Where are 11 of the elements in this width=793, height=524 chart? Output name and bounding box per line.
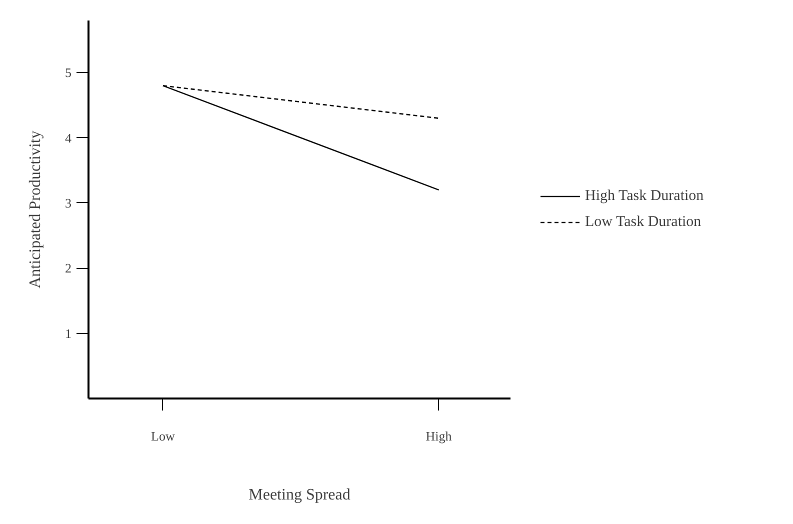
legend-label: High Task Duration xyxy=(585,188,704,204)
y-tick-label: 2 xyxy=(65,260,72,276)
y-tick-label: 1 xyxy=(65,326,72,341)
x-tick-label: High xyxy=(426,428,452,444)
y-tick-label: 4 xyxy=(65,130,72,146)
x-axis-title: Meeting Spread xyxy=(248,486,350,504)
y-tick-label: 5 xyxy=(65,65,72,80)
x-tick-label: Low xyxy=(151,428,176,444)
y-axis-title: Anticipated Productivity xyxy=(27,130,44,288)
legend-label: Low Task Duration xyxy=(585,214,702,230)
y-tick-label: 3 xyxy=(65,195,72,210)
